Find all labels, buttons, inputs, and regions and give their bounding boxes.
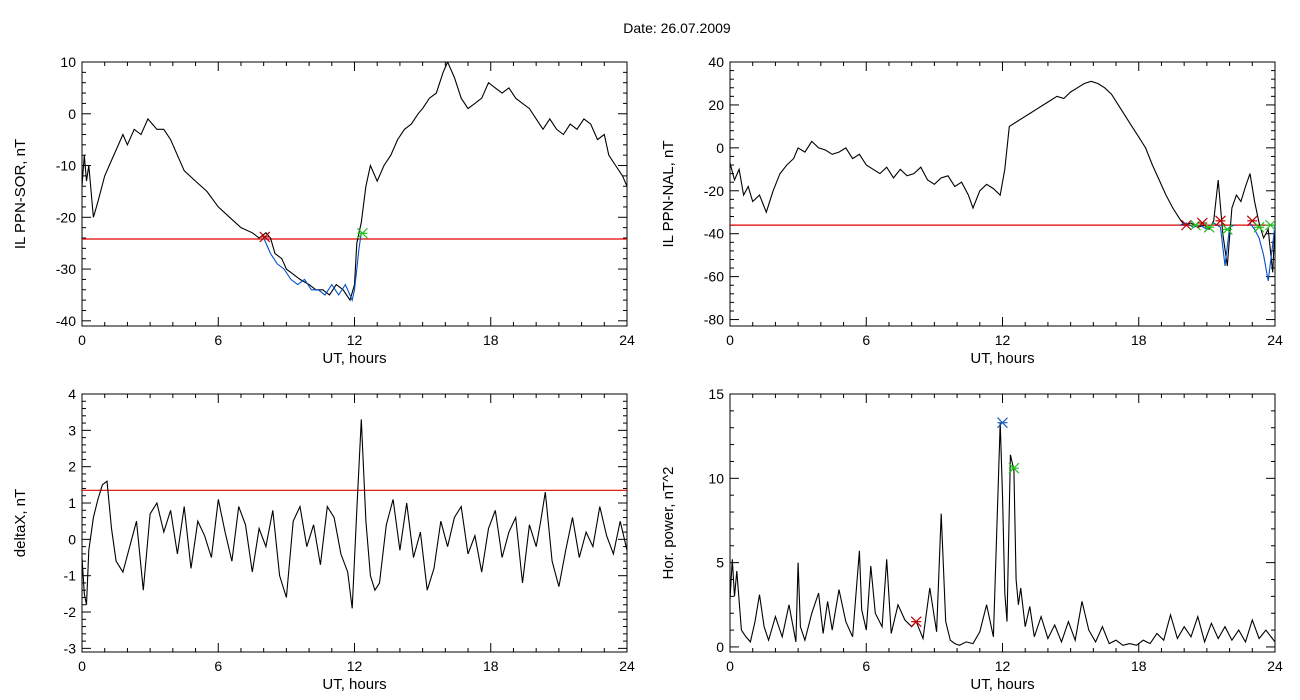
y-tick-label: 0 (716, 140, 724, 156)
y-tick-label: 10 (60, 54, 76, 70)
y-tick-label: -20 (56, 209, 76, 225)
y-tick-label: -80 (704, 312, 724, 328)
series-line-1 (82, 62, 627, 302)
y-axis-label: IL PPN-NAL, nT (660, 141, 677, 248)
chart-panel-1: 0 6 12 18 24 -40 -30 -20 -10 0 10 UT, hours IL PPN-S… (12, 54, 635, 367)
x-axis-label: UT, hours (322, 350, 386, 367)
x-tick-label: 12 (347, 658, 363, 674)
y-axis-label: Hor. power, nT^2 (660, 467, 677, 580)
x-tick-label: 6 (214, 332, 222, 348)
x-tick-label: 0 (78, 658, 86, 674)
x-tick-label: 6 (214, 658, 222, 674)
x-tick-label: 0 (726, 658, 734, 674)
x-tick-label: 24 (1267, 658, 1283, 674)
y-tick-label: 0 (68, 531, 76, 547)
x-tick-label: 24 (619, 658, 635, 674)
y-tick-label: -3 (64, 640, 77, 656)
y-tick-label: -40 (56, 313, 76, 329)
series-line-1 (82, 419, 627, 609)
x-tick-label: 6 (862, 332, 870, 348)
x-tick-label: 24 (619, 332, 635, 348)
event-marker (1190, 219, 1201, 231)
event-marker (1265, 219, 1275, 231)
y-tick-label: 5 (716, 555, 724, 571)
x-tick-label: 12 (995, 658, 1011, 674)
series-line-2 (263, 232, 362, 302)
event-marker (357, 227, 368, 239)
y-tick-label: 3 (68, 422, 76, 438)
x-tick-label: 12 (995, 332, 1011, 348)
chart-panel-2: 0 6 12 18 24 -80 -60 -40 -20 0 20 40 UT, hours IL PPN… (660, 54, 1283, 367)
y-tick-label: 0 (716, 639, 724, 655)
x-tick-label: 0 (726, 332, 734, 348)
plot-area (82, 419, 627, 609)
event-marker (1181, 219, 1192, 231)
x-tick-label: 6 (862, 658, 870, 674)
series-line-1 (730, 80, 1275, 273)
event-marker (1215, 215, 1226, 227)
y-tick-label: 15 (708, 386, 724, 402)
x-axis-label: UT, hours (970, 676, 1034, 693)
y-tick-label: -20 (704, 183, 724, 199)
y-tick-label: 1 (68, 495, 76, 511)
x-tick-label: 18 (483, 332, 499, 348)
y-tick-label: 2 (68, 459, 76, 475)
plot-frame (729, 61, 1276, 327)
plot-frame (81, 393, 628, 653)
y-axis-label: deltaX, nT (12, 489, 29, 557)
event-marker (1008, 462, 1020, 474)
chart-panel-4: 0 6 12 18 24 0 5 10 15 UT, hours Hor. power, nT^2 (660, 386, 1283, 693)
y-tick-label: -40 (704, 226, 724, 242)
y-tick-label: 10 (708, 470, 724, 486)
y-tick-label: -60 (704, 269, 724, 285)
y-tick-label: 0 (68, 106, 76, 122)
series-line-1 (730, 422, 1275, 646)
event-marker (1253, 221, 1265, 233)
y-tick-label: 40 (708, 54, 724, 70)
figure-title: Date: 26.07.2009 (623, 20, 731, 36)
y-tick-label: -10 (56, 158, 76, 174)
x-tick-label: 18 (483, 658, 499, 674)
event-marker (1221, 223, 1233, 235)
event-marker (910, 616, 922, 628)
plot-area (82, 62, 627, 302)
y-tick-label: -1 (64, 568, 77, 584)
y-tick-label: -2 (64, 604, 77, 620)
x-tick-label: 0 (78, 332, 86, 348)
x-tick-label: 12 (347, 332, 363, 348)
event-marker (997, 417, 1008, 429)
x-tick-label: 24 (1267, 332, 1283, 348)
plot-area (730, 80, 1275, 281)
y-tick-label: 20 (708, 97, 724, 113)
x-axis-label: UT, hours (970, 350, 1034, 367)
x-tick-label: 18 (1131, 658, 1147, 674)
event-marker (259, 231, 271, 243)
plot-area (730, 417, 1275, 646)
series-line-3 (1249, 222, 1275, 281)
y-tick-label: -30 (56, 261, 76, 277)
x-axis-label: UT, hours (322, 676, 386, 693)
y-tick-label: 4 (68, 386, 76, 402)
y-axis-label: IL PPN-SOR, nT (12, 139, 29, 249)
x-tick-label: 18 (1131, 332, 1147, 348)
event-marker (1203, 221, 1215, 233)
